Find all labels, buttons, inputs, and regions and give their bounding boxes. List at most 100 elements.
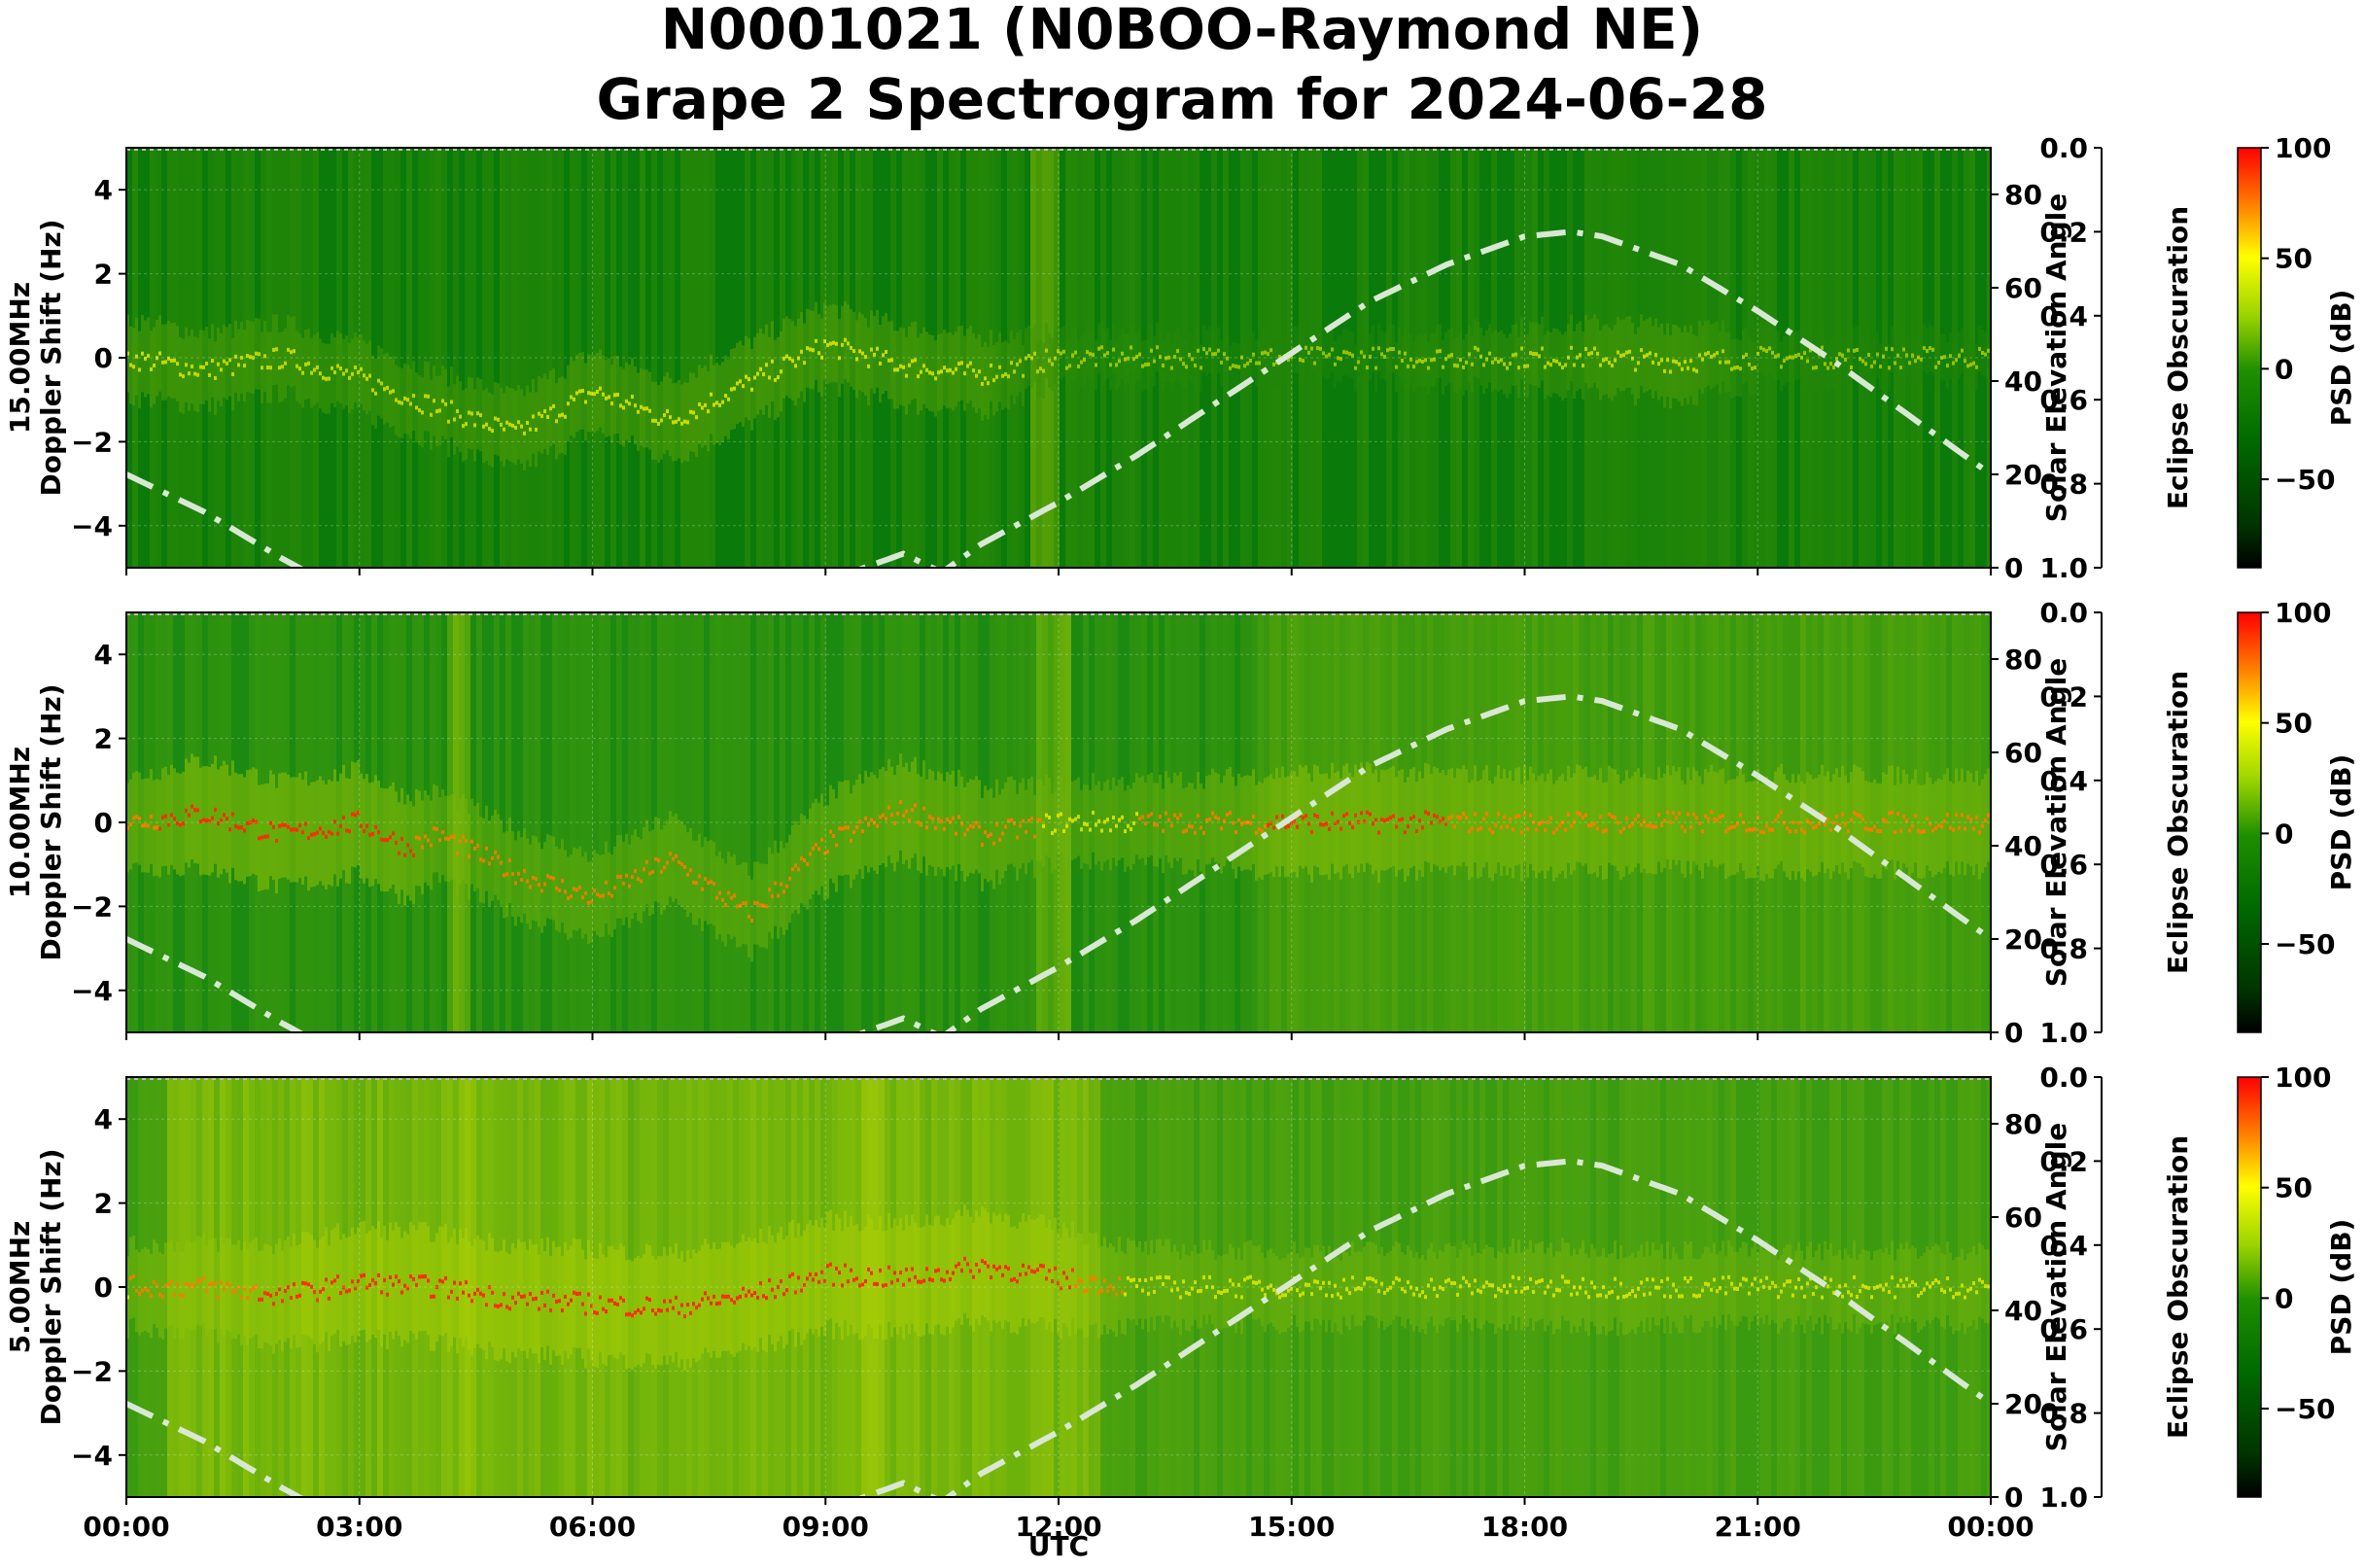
doppler-trace [263, 354, 266, 359]
doppler-trace [424, 394, 427, 399]
doppler-trace [508, 1307, 511, 1311]
doppler-trace [1678, 811, 1681, 816]
doppler-trace [1611, 364, 1614, 368]
doppler-trace [841, 342, 844, 347]
doppler-trace [1625, 816, 1628, 820]
x-tick-label: 15:00 [1248, 1511, 1335, 1543]
doppler-trace [660, 418, 663, 423]
noise-stripe [1812, 148, 1818, 568]
doppler-trace [852, 349, 855, 354]
noise-stripe [733, 612, 739, 1032]
noise-stripe [1217, 612, 1223, 1032]
doppler-trace [896, 811, 899, 816]
doppler-trace [505, 872, 508, 877]
noise-stripe [990, 612, 995, 1032]
doppler-trace [771, 359, 774, 364]
doppler-trace [777, 893, 780, 898]
doppler-trace [1132, 1277, 1135, 1282]
doppler-trace [721, 897, 724, 902]
noise-stripe [1812, 612, 1818, 1032]
doppler-trace [255, 351, 258, 356]
doppler-trace [1952, 361, 1955, 366]
noise-stripe [535, 1077, 540, 1497]
doppler-trace [1859, 357, 1861, 362]
noise-stripe [1205, 612, 1211, 1032]
doppler-trace [820, 1270, 823, 1274]
doppler-trace [1713, 353, 1716, 358]
doppler-trace [750, 1293, 753, 1298]
doppler-trace [1176, 816, 1179, 820]
doppler-trace [1943, 819, 1946, 823]
noise-stripe [482, 148, 488, 568]
noise-stripe [1258, 1077, 1264, 1497]
doppler-trace [255, 1284, 258, 1289]
doppler-trace [1794, 353, 1797, 358]
doppler-trace [829, 341, 832, 346]
doppler-trace [438, 1278, 441, 1283]
doppler-trace [1462, 365, 1465, 369]
doppler-trace [1127, 356, 1130, 361]
doppler-trace [783, 889, 785, 894]
doppler-trace [1138, 352, 1141, 357]
doppler-trace [1684, 1276, 1687, 1281]
noise-stripe [1048, 1077, 1054, 1497]
doppler-trace [1054, 828, 1057, 833]
doppler-trace [736, 904, 739, 909]
noise-stripe [902, 1077, 908, 1497]
doppler-trace [1027, 1265, 1030, 1270]
doppler-trace [1704, 1281, 1707, 1286]
doppler-trace [185, 363, 188, 367]
noise-stripe [1421, 1077, 1427, 1497]
doppler-trace [602, 392, 605, 397]
doppler-trace [1538, 354, 1541, 359]
noise-stripe [1526, 612, 1532, 1032]
noise-stripe [815, 1077, 820, 1497]
doppler-trace [549, 1307, 552, 1312]
doppler-trace [829, 829, 832, 834]
solar-tick-label: 40 [2004, 1295, 2042, 1327]
doppler-trace [1681, 824, 1684, 829]
doppler-trace [1372, 1277, 1374, 1282]
doppler-trace [1678, 1294, 1681, 1299]
noise-stripe [651, 1077, 657, 1497]
doppler-trace [1654, 1285, 1657, 1290]
y-tick-label: 2 [94, 1188, 113, 1220]
doppler-trace [1450, 353, 1453, 358]
doppler-trace [415, 405, 418, 410]
noise-stripe [1042, 1077, 1048, 1497]
noise-stripe [266, 148, 272, 568]
doppler-trace [234, 354, 237, 359]
doppler-trace [1062, 1271, 1065, 1275]
doppler-trace [715, 895, 718, 900]
doppler-trace [867, 1267, 870, 1272]
doppler-trace [1710, 1287, 1713, 1292]
doppler-trace [380, 381, 383, 386]
doppler-trace [1949, 1287, 1952, 1292]
doppler-trace [1185, 365, 1188, 369]
doppler-trace [281, 822, 284, 827]
doppler-trace [876, 823, 879, 828]
doppler-trace [1841, 353, 1844, 358]
solar-tick-label: 60 [2004, 272, 2042, 304]
doppler-trace [1275, 1291, 1278, 1296]
doppler-trace [1692, 367, 1695, 372]
doppler-trace [1637, 361, 1640, 366]
doppler-trace [365, 1285, 368, 1290]
doppler-trace [1497, 1287, 1500, 1292]
eclipse-tick-label: 0.0 [2039, 132, 2088, 164]
doppler-trace [908, 818, 911, 822]
doppler-trace [1339, 826, 1342, 831]
doppler-trace [1695, 816, 1698, 820]
doppler-trace [1488, 1283, 1491, 1288]
noise-stripe [1666, 148, 1672, 568]
doppler-trace [278, 366, 281, 370]
doppler-trace [1754, 366, 1756, 370]
doppler-trace [733, 1300, 736, 1305]
doppler-trace [972, 1274, 975, 1279]
doppler-trace [272, 824, 275, 829]
noise-stripe [1077, 148, 1083, 568]
colorbar-tick-label: −50 [2275, 464, 2335, 496]
doppler-trace [1162, 364, 1165, 368]
doppler-trace [333, 1278, 336, 1283]
noise-stripe [307, 612, 313, 1032]
